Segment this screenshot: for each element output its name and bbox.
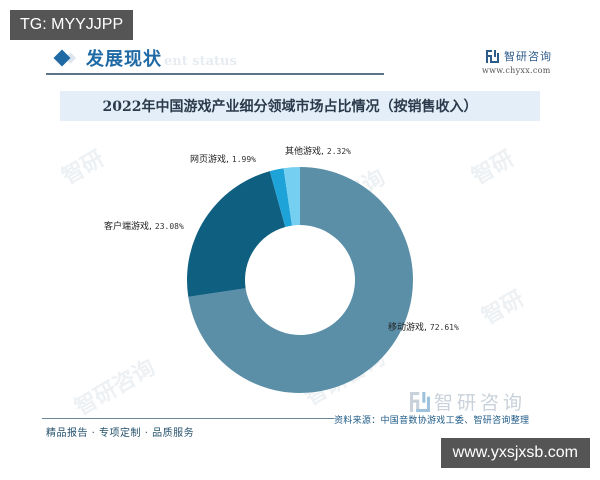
footer-divider-right: [320, 418, 334, 419]
label-name: 其他游戏,: [285, 147, 324, 157]
label-value: 23.08%: [154, 222, 184, 231]
section-subtitle: ent status: [164, 53, 237, 69]
footer-brand: 智研咨询: [410, 388, 526, 415]
donut-slice-1: [187, 171, 286, 297]
brand-url: www.chyxx.com: [482, 66, 551, 75]
tg-watermark-badge: TG: MYYJJPP: [10, 10, 134, 40]
label-name: 网页游戏,: [190, 155, 229, 165]
label-value: 1.99%: [231, 155, 256, 164]
label-name: 客户端游戏,: [104, 222, 152, 232]
label-value: 72.61%: [429, 323, 459, 332]
donut-slice-0: [188, 167, 414, 393]
donut-slice-2: [269, 168, 293, 228]
footer-tagline: 精品报告 · 专项定制 · 品质服务: [46, 428, 195, 439]
footer-brand-logo-icon: [410, 391, 430, 412]
data-source: 资料来源：中国音数协游戏工委、智研咨询整理: [334, 416, 530, 426]
brand-name: 智研咨询: [504, 50, 552, 63]
section-title: 发展现状: [86, 49, 162, 70]
chart-title-bar: 2022年中国游戏产业细分领域市场占比情况（按销售收入）: [60, 91, 540, 121]
header-divider: [46, 73, 384, 75]
label-name: 移动游戏,: [388, 323, 427, 333]
section-header: 发展现状 ent status: [48, 44, 237, 72]
label-value: 2.32%: [326, 147, 351, 156]
label-mobile-games: 移动游戏, 72.61%: [388, 320, 459, 333]
chart-title: 2022年中国游戏产业细分领域市场占比情况（按销售收入）: [102, 99, 478, 115]
label-client-games: 客户端游戏, 23.08%: [104, 219, 184, 232]
brand-header: 智研咨询: [486, 48, 552, 64]
url-watermark-badge: www.yxsjxsb.com: [440, 438, 590, 468]
donut-slice-3: [283, 167, 300, 226]
footer-brand-name: 智研咨询: [434, 392, 527, 414]
label-web-games: 网页游戏, 1.99%: [190, 152, 256, 165]
label-other-games: 其他游戏, 2.32%: [285, 144, 351, 157]
brand-logo-icon: [486, 49, 499, 63]
footer-divider: [42, 418, 320, 419]
